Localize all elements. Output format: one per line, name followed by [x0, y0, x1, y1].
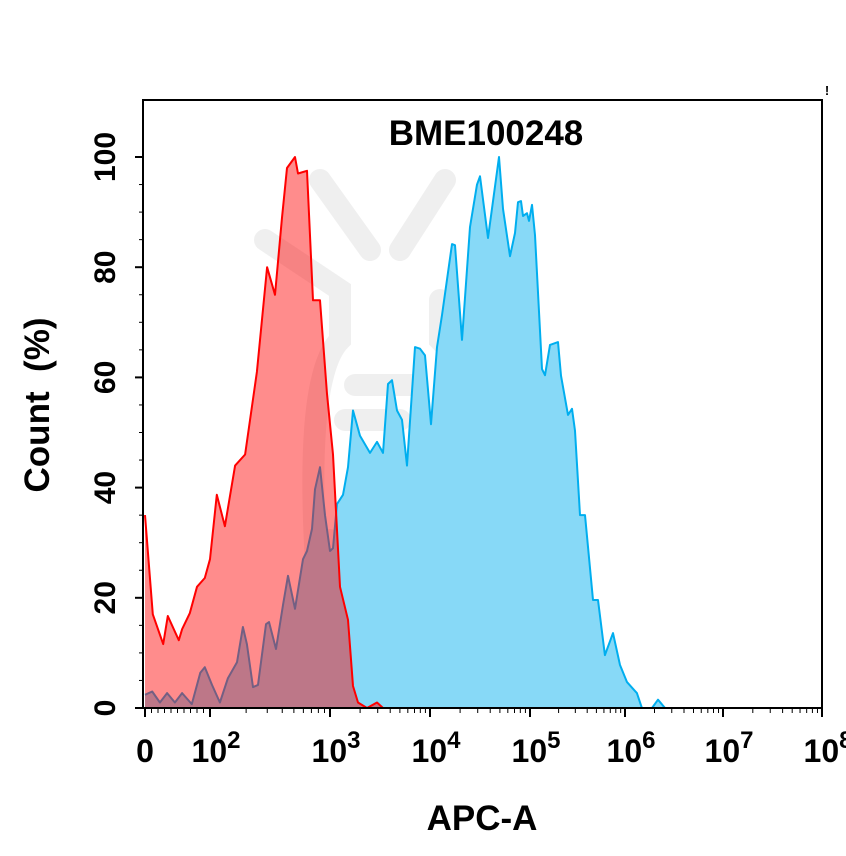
x-tick-base: 10	[192, 733, 228, 769]
series-red	[144, 156, 384, 709]
y-tick-label: 40	[89, 471, 122, 504]
x-tick-label: 0	[136, 733, 154, 769]
y-axis-label: Count (%)	[18, 318, 57, 493]
x-tick-exponent: 8	[839, 727, 846, 754]
y-tick-label: 60	[89, 361, 122, 394]
x-tick-base: 10	[312, 733, 348, 769]
x-tick-label: 105	[512, 727, 561, 769]
x-tick-label: 106	[607, 727, 656, 769]
x-tick-base: 10	[607, 733, 643, 769]
series-area	[145, 157, 665, 708]
series-line	[144, 156, 666, 709]
x-tick-exponent: 2	[227, 727, 240, 754]
corner-mark: !	[825, 83, 829, 98]
x-tick-base: 10	[512, 733, 548, 769]
y-tick-label: 80	[89, 251, 122, 284]
x-tick-base: 10	[705, 733, 741, 769]
y-tick-label: 20	[89, 581, 122, 614]
x-tick-label: 108	[804, 727, 846, 769]
x-tick-exponent: 4	[447, 727, 461, 754]
x-tick-label: 107	[705, 727, 754, 769]
y-tick-label: 100	[89, 132, 122, 182]
plot-frame	[142, 99, 823, 709]
x-tick-base: 0	[136, 733, 154, 769]
series-line	[144, 156, 384, 709]
x-tick-base: 10	[804, 733, 840, 769]
y-tick-label: 0	[89, 700, 122, 717]
x-tick-exponent: 3	[347, 727, 360, 754]
x-tick-exponent: 5	[547, 727, 560, 754]
series-area	[145, 157, 383, 708]
x-tick-label: 104	[412, 727, 462, 769]
x-tick-label: 102	[192, 727, 241, 769]
x-tick-label: 103	[312, 727, 361, 769]
x-tick-exponent: 6	[642, 727, 655, 754]
x-axis-label: APC-A	[427, 799, 538, 838]
x-tick-exponent: 7	[740, 727, 753, 754]
chart-title: BME100248	[389, 114, 584, 153]
series-blue	[144, 156, 666, 709]
x-tick-base: 10	[412, 733, 448, 769]
